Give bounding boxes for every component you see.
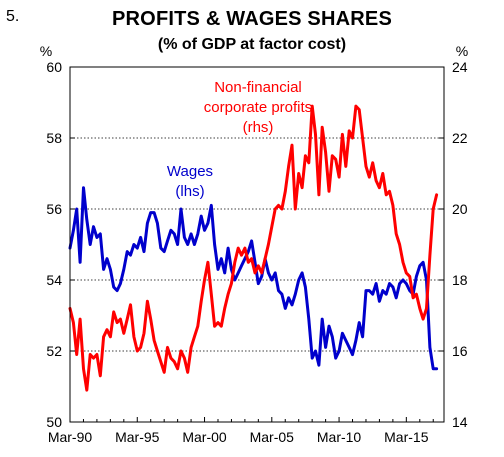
series-layer: [68, 104, 439, 392]
x-tick-label-1: Mar-95: [115, 429, 160, 445]
wages-annotation-line-2: (lhs): [175, 183, 204, 200]
left-tick-label-54: 54: [46, 272, 62, 288]
left-tick-label-50: 50: [46, 414, 62, 430]
chart-title: PROFITS & WAGES SHARES: [112, 8, 392, 30]
x-tick-label-3: Mar-05: [250, 429, 295, 445]
right-tick-label-14: 14: [452, 414, 468, 430]
x-tick-label-4: Mar-10: [317, 429, 362, 445]
right-tick-label-20: 20: [452, 201, 468, 217]
left-axis: 50 52 54 56 58 60: [46, 59, 75, 430]
x-axis: Mar-90 Mar-95 Mar-00 Mar-05 Mar-10 Mar-15: [48, 417, 434, 445]
wages-series-line: [68, 186, 439, 371]
wages-annotation-line-1: Wages: [167, 163, 213, 180]
plot-frame: [69, 66, 445, 423]
left-tick-label-58: 58: [46, 130, 62, 146]
profits-annotation-line-2: corporate profits: [204, 99, 312, 116]
right-unit-label: %: [456, 43, 468, 59]
figure-number: 5.: [6, 8, 20, 25]
right-tick-label-24: 24: [452, 59, 468, 75]
x-tick-label-2: Mar-00: [182, 429, 227, 445]
profits-annotation-line-3: (rhs): [243, 119, 274, 136]
chart-subtitle: (% of GDP at factor cost): [157, 36, 347, 53]
profits-annotation-line-1: Non-financial: [214, 79, 302, 96]
right-tick-label-22: 22: [452, 130, 468, 146]
left-tick-label-52: 52: [46, 343, 62, 359]
x-tick-label-0: Mar-90: [48, 429, 93, 445]
right-tick-label-18: 18: [452, 272, 468, 288]
left-tick-label-56: 56: [46, 201, 62, 217]
left-unit-label: %: [40, 43, 52, 59]
profits-series-line: [68, 104, 439, 392]
x-tick-label-5: Mar-15: [384, 429, 429, 445]
left-tick-label-60: 60: [46, 59, 62, 75]
right-axis: 14 16 18 20 22 24: [439, 59, 468, 430]
right-tick-label-16: 16: [452, 343, 468, 359]
